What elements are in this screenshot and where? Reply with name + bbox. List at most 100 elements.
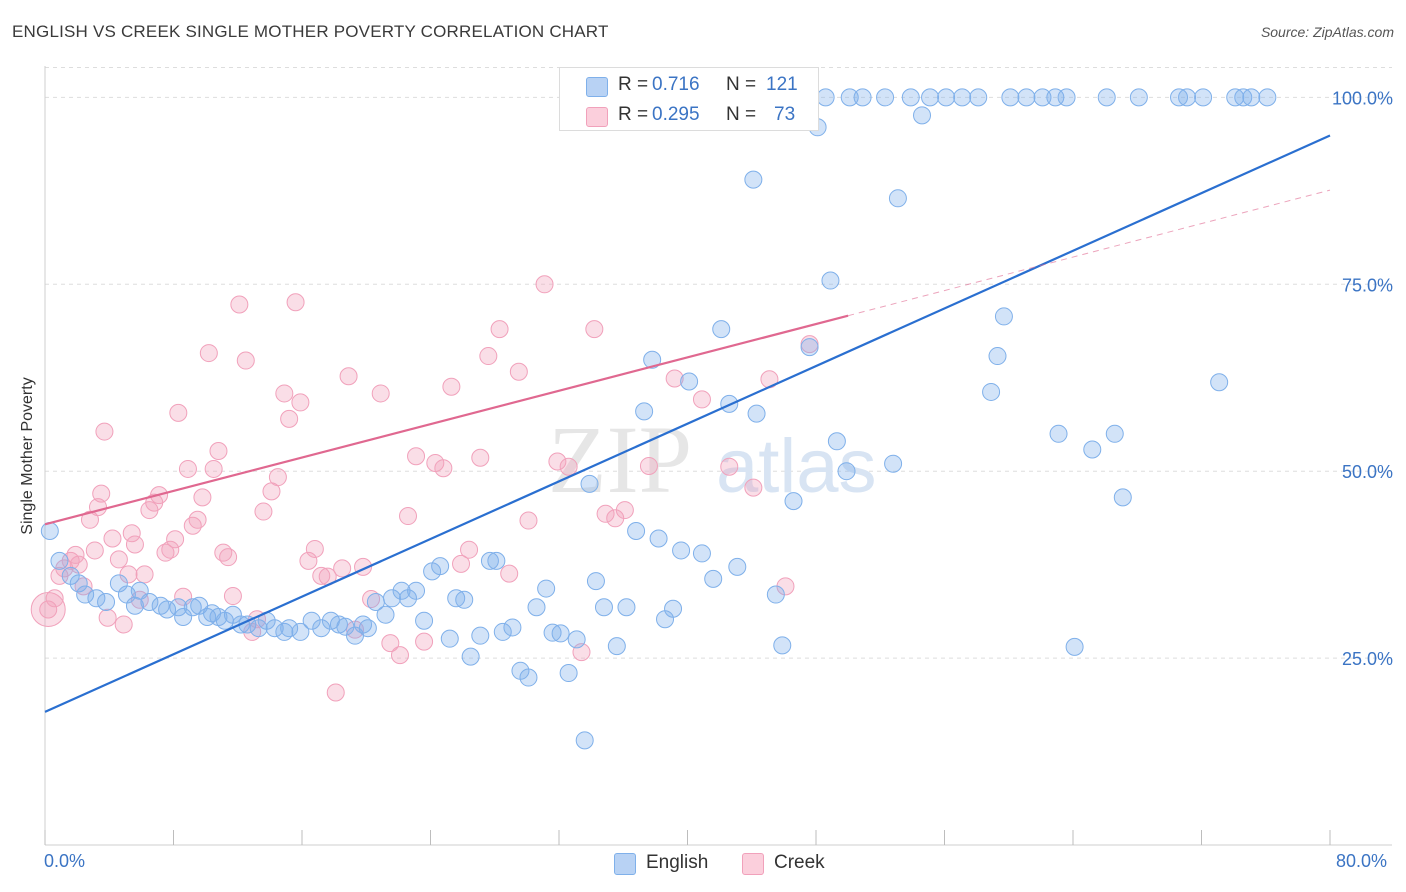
english-point xyxy=(766,585,785,604)
english-point xyxy=(519,668,538,687)
creek-point xyxy=(280,409,299,428)
creek-trend-line xyxy=(44,314,849,526)
creek-point xyxy=(312,566,331,585)
english-point xyxy=(664,599,683,618)
english-point xyxy=(816,88,835,107)
watermark-zip: ZIP xyxy=(548,406,692,513)
english-points xyxy=(40,88,1277,750)
english-point xyxy=(580,474,599,493)
english-point xyxy=(312,619,331,638)
creek-point xyxy=(188,510,207,529)
creek-point xyxy=(275,384,294,403)
creek-point xyxy=(85,541,104,560)
y-tick-label: 75.0% xyxy=(1342,275,1393,295)
english-point xyxy=(1083,440,1102,459)
creek-point xyxy=(223,587,242,606)
source-label: Source: ZipAtlas.com xyxy=(1260,24,1394,40)
english-point xyxy=(1017,88,1036,107)
english-point xyxy=(140,593,159,612)
creek-point xyxy=(500,564,519,583)
english-point xyxy=(827,432,846,451)
english-point xyxy=(559,664,578,683)
creek-point xyxy=(442,377,461,396)
creek-point xyxy=(98,608,117,627)
creek-point xyxy=(169,403,188,422)
english-point xyxy=(1105,424,1124,443)
creek-point xyxy=(415,632,434,651)
english-point xyxy=(169,598,188,617)
legend-n-label: N = xyxy=(726,74,757,95)
creek-point xyxy=(114,615,133,634)
creek-point xyxy=(390,646,409,665)
creek-point xyxy=(161,540,180,559)
creek-point xyxy=(254,502,273,521)
english-point xyxy=(800,338,819,357)
english-point xyxy=(969,88,988,107)
legend-swatch-creek xyxy=(586,107,608,127)
english-point xyxy=(1057,88,1076,107)
creek-point xyxy=(39,600,58,619)
creek-point xyxy=(305,539,324,558)
english-point xyxy=(1097,88,1116,107)
english-point xyxy=(1049,424,1068,443)
creek-point xyxy=(490,320,509,339)
legend-label-english: English xyxy=(646,852,709,873)
creek-point xyxy=(286,293,305,312)
creek-point xyxy=(585,320,604,339)
creek-point xyxy=(156,543,175,562)
legend-r-label: R = xyxy=(618,74,649,95)
english-point xyxy=(953,88,972,107)
english-point xyxy=(888,189,907,208)
y-axis-label: Single Mother Poverty xyxy=(19,377,36,535)
creek-point xyxy=(236,351,255,370)
creek-point xyxy=(407,447,426,466)
legend-label-creek: Creek xyxy=(774,852,825,873)
legend-swatch-english xyxy=(614,853,636,875)
english-point xyxy=(87,589,106,608)
english-point xyxy=(358,619,377,638)
y-tick-label: 25.0% xyxy=(1342,649,1393,669)
english-point xyxy=(876,88,895,107)
creek-point xyxy=(230,295,249,314)
english-point xyxy=(901,88,920,107)
english-point xyxy=(69,574,88,593)
english-point xyxy=(1258,88,1277,107)
creek-point xyxy=(720,457,739,476)
english-point xyxy=(1001,88,1020,107)
creek-point xyxy=(434,459,453,478)
creek-point xyxy=(362,590,381,609)
creek-point xyxy=(559,457,578,476)
english-point xyxy=(567,630,586,649)
creek-point xyxy=(615,501,634,520)
english-point xyxy=(461,647,480,666)
english-point xyxy=(728,557,747,576)
creek-point xyxy=(333,559,352,578)
legend-n-english: 121 xyxy=(766,74,798,95)
creek-point xyxy=(744,478,763,497)
english-point xyxy=(1033,88,1052,107)
legend-row-creek: R = 0.295 N = 73 xyxy=(560,100,818,130)
creek-trend-extension xyxy=(847,189,1331,317)
creek-point xyxy=(45,589,64,608)
creek-point xyxy=(183,516,202,535)
english-point xyxy=(712,320,731,339)
english-point xyxy=(853,88,872,107)
english-point xyxy=(680,372,699,391)
creek-point xyxy=(371,384,390,403)
creek-point xyxy=(519,511,538,530)
legend-swatch-creek xyxy=(742,853,764,875)
creek-point xyxy=(381,634,400,653)
english-point xyxy=(280,619,299,638)
english-point xyxy=(744,170,763,189)
creek-point xyxy=(109,550,128,569)
chart-title: ENGLISH VS CREEK SINGLE MOTHER POVERTY C… xyxy=(12,22,609,41)
english-trend-line xyxy=(44,134,1331,713)
english-point xyxy=(607,637,626,656)
english-point xyxy=(487,551,506,570)
creek-point xyxy=(166,530,185,549)
english-point xyxy=(336,617,355,636)
english-point xyxy=(1194,88,1213,107)
english-point xyxy=(382,589,401,608)
english-point xyxy=(1242,88,1261,107)
english-point xyxy=(837,462,856,481)
